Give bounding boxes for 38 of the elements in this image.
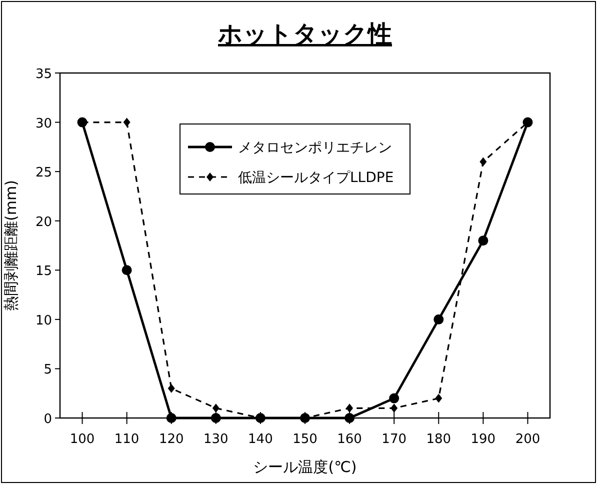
chart-title: ホットタック性 xyxy=(217,20,392,48)
point xyxy=(389,393,400,404)
point xyxy=(480,157,487,166)
y-tick-label: 35 xyxy=(35,67,52,82)
x-tick-label: 190 xyxy=(470,432,496,447)
point xyxy=(168,384,175,393)
point xyxy=(210,413,221,423)
x-tick-label: 110 xyxy=(114,432,140,447)
point xyxy=(478,236,488,246)
x-tick-label: 130 xyxy=(203,432,228,447)
point xyxy=(346,404,354,413)
x-tick-label: 100 xyxy=(70,432,95,447)
x-tick-label: 170 xyxy=(382,432,407,447)
point xyxy=(434,314,444,324)
x-tick-label: 140 xyxy=(248,432,273,447)
x-tick-label: 180 xyxy=(426,432,452,447)
x-tick-label: 200 xyxy=(515,432,540,447)
point xyxy=(212,404,220,413)
y-tick-label: 25 xyxy=(35,166,52,181)
y-tick-label: 30 xyxy=(35,116,52,132)
y-tick-label: 5 xyxy=(44,362,52,378)
point xyxy=(344,413,355,423)
y-tick-label: 0 xyxy=(44,412,52,427)
legend-label: 低温シールタイプLLDPE xyxy=(238,170,394,186)
y-tick-label: 15 xyxy=(35,264,52,280)
x-tick-label: 150 xyxy=(292,432,318,447)
y-axis-title: 熱間剥離距離(mm) xyxy=(2,180,20,311)
y-tick-label: 20 xyxy=(35,214,52,230)
point xyxy=(390,404,398,413)
point xyxy=(435,394,442,403)
legend-label: メタロセンポリエチレン xyxy=(238,140,392,156)
point xyxy=(123,118,130,127)
point xyxy=(122,265,132,276)
x-tick-label: 120 xyxy=(158,432,184,447)
point xyxy=(166,413,176,423)
x-tick-label: 160 xyxy=(337,432,362,447)
y-tick-label: 10 xyxy=(35,313,52,328)
x-axis-title: シール温度(℃) xyxy=(253,458,357,476)
